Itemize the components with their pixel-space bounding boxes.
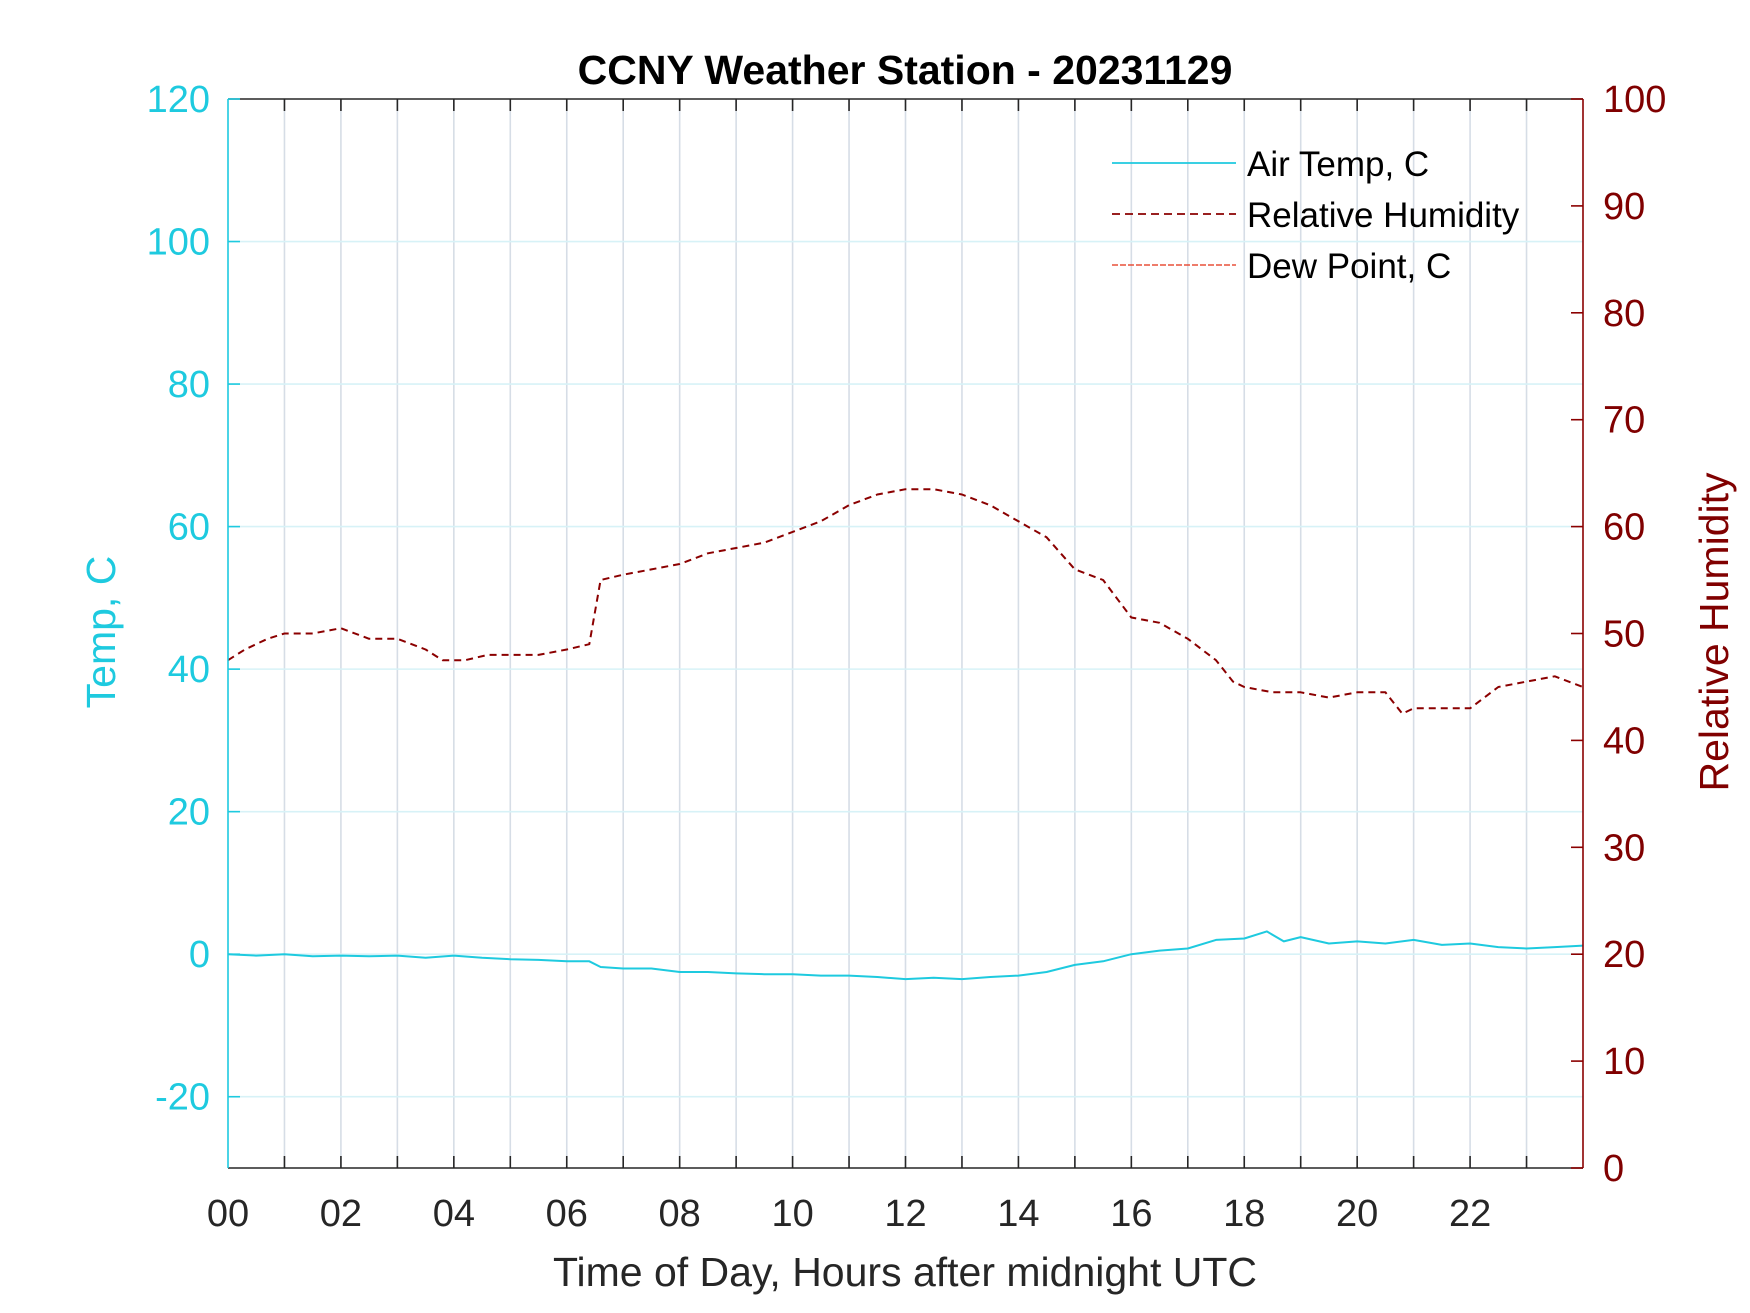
axes: 00 02 04 06 08 10 12 14 16 18 20 22-200204060801001…	[147, 79, 1667, 1235]
y-axis-label-left: Temp, C	[78, 556, 124, 709]
series-line-1	[227, 930, 1584, 981]
y-right-tick-label: 70	[1603, 400, 1645, 442]
y-right-tick-label: 40	[1603, 720, 1645, 762]
y-right-tick-label: 50	[1603, 614, 1645, 656]
y-right-tick-label: 0	[1603, 1148, 1624, 1190]
series-lines	[227, 488, 1584, 981]
y-right-tick-label: 100	[1603, 79, 1666, 121]
y-right-tick-label: 10	[1603, 1041, 1645, 1083]
y-left-tick-label: 0	[189, 934, 210, 976]
y-left-tick-label: 40	[168, 649, 210, 691]
grid-lines	[228, 99, 1583, 1168]
legend-label-2: Relative Humidity	[1247, 196, 1520, 235]
y-left-tick-label: 100	[147, 222, 210, 264]
y-left-tick-label: 120	[147, 79, 210, 121]
x-axis-label: Time of Day, Hours after midnight UTC	[553, 1249, 1257, 1295]
legend-label-3: Dew Point, C	[1247, 247, 1451, 286]
y-right-tick-label: 20	[1603, 934, 1645, 976]
x-tick-label: 02	[320, 1193, 362, 1235]
x-tick-label: 08	[659, 1193, 701, 1235]
y-right-tick-label: 30	[1603, 827, 1645, 869]
chart-title: CCNY Weather Station - 20231129	[578, 47, 1233, 93]
x-tick-label: 06	[546, 1193, 588, 1235]
x-tick-label: 00	[207, 1193, 249, 1235]
legend-label-1: Air Temp, C	[1247, 145, 1429, 184]
y-right-tick-label: 90	[1603, 186, 1645, 228]
y-left-tick-label: 80	[168, 364, 210, 406]
legend: Air Temp, C Relative Humidity Dew Point, C	[1112, 145, 1520, 286]
y-axis-label-right: Relative Humidity	[1691, 472, 1737, 791]
x-tick-label: 12	[884, 1193, 926, 1235]
x-tick-label: 10	[771, 1193, 813, 1235]
x-tick-label: 04	[433, 1193, 475, 1235]
x-tick-label: 14	[997, 1193, 1039, 1235]
x-tick-label: 20	[1336, 1193, 1378, 1235]
x-tick-label: 22	[1449, 1193, 1491, 1235]
y-left-tick-label: 60	[168, 507, 210, 549]
y-left-tick-label: 20	[168, 792, 210, 834]
x-tick-label: 16	[1110, 1193, 1152, 1235]
series-line-2	[227, 488, 1584, 715]
x-tick-label: 18	[1223, 1193, 1265, 1235]
y-left-tick-label: -20	[155, 1077, 210, 1119]
y-right-tick-label: 60	[1603, 507, 1645, 549]
y-right-tick-label: 80	[1603, 293, 1645, 335]
